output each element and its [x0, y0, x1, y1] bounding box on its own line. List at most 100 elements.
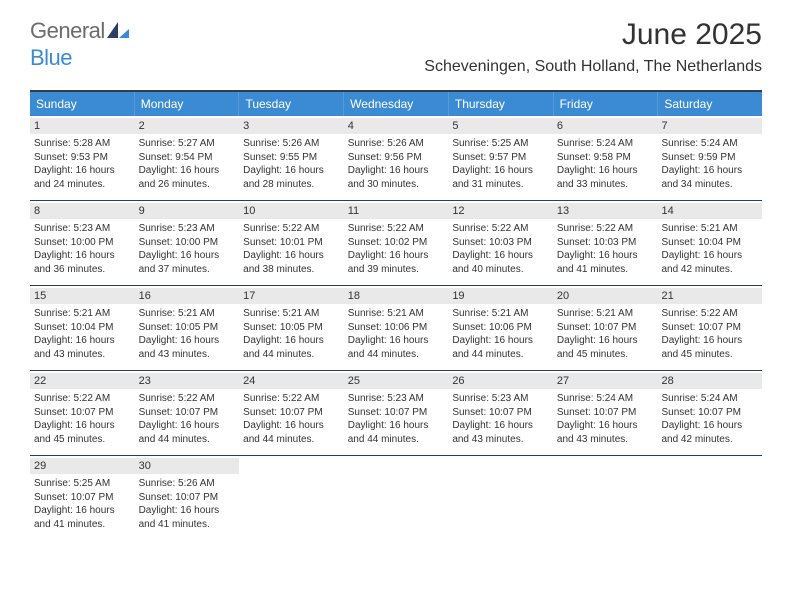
week-row: 15Sunrise: 5:21 AMSunset: 10:04 PMDaylig… [30, 285, 762, 370]
sunset-line: Sunset: 10:06 PM [348, 321, 445, 335]
daylight-line: Daylight: 16 hours and 42 minutes. [661, 419, 758, 446]
day-number: 1 [30, 118, 135, 134]
sunrise-line: Sunrise: 5:22 AM [34, 392, 131, 406]
daylight-line: Daylight: 16 hours and 28 minutes. [243, 164, 340, 191]
week-row: 22Sunrise: 5:22 AMSunset: 10:07 PMDaylig… [30, 370, 762, 455]
day-number: 9 [135, 203, 240, 219]
day-cell: 24Sunrise: 5:22 AMSunset: 10:07 PMDaylig… [239, 371, 344, 455]
day-number: 15 [30, 288, 135, 304]
sunrise-line: Sunrise: 5:21 AM [139, 307, 236, 321]
daylight-line: Daylight: 16 hours and 30 minutes. [348, 164, 445, 191]
sunset-line: Sunset: 9:57 PM [452, 151, 549, 165]
sunset-line: Sunset: 10:04 PM [34, 321, 131, 335]
daylight-line: Daylight: 16 hours and 41 minutes. [557, 249, 654, 276]
daylight-line: Daylight: 16 hours and 44 minutes. [243, 334, 340, 361]
sunset-line: Sunset: 10:07 PM [557, 321, 654, 335]
sunrise-line: Sunrise: 5:25 AM [34, 477, 131, 491]
daylight-line: Daylight: 16 hours and 43 minutes. [557, 419, 654, 446]
sunset-line: Sunset: 10:06 PM [452, 321, 549, 335]
sunrise-line: Sunrise: 5:26 AM [139, 477, 236, 491]
sunset-line: Sunset: 10:05 PM [243, 321, 340, 335]
day-number: 24 [239, 373, 344, 389]
sunrise-line: Sunrise: 5:22 AM [348, 222, 445, 236]
day-cell: 23Sunrise: 5:22 AMSunset: 10:07 PMDaylig… [135, 371, 240, 455]
daylight-line: Daylight: 16 hours and 45 minutes. [661, 334, 758, 361]
day-header: Wednesday [344, 92, 449, 116]
day-cell: 29Sunrise: 5:25 AMSunset: 10:07 PMDaylig… [30, 456, 135, 540]
day-cell-empty [657, 456, 762, 540]
sunset-line: Sunset: 9:55 PM [243, 151, 340, 165]
sunrise-line: Sunrise: 5:25 AM [452, 137, 549, 151]
sunrise-line: Sunrise: 5:22 AM [243, 222, 340, 236]
day-cell: 5Sunrise: 5:25 AMSunset: 9:57 PMDaylight… [448, 116, 553, 200]
day-header: Monday [135, 92, 240, 116]
day-number: 5 [448, 118, 553, 134]
sunrise-line: Sunrise: 5:22 AM [452, 222, 549, 236]
daylight-line: Daylight: 16 hours and 26 minutes. [139, 164, 236, 191]
sunrise-line: Sunrise: 5:24 AM [557, 392, 654, 406]
sunrise-line: Sunrise: 5:23 AM [452, 392, 549, 406]
daylight-line: Daylight: 16 hours and 33 minutes. [557, 164, 654, 191]
day-number: 18 [344, 288, 449, 304]
day-cell: 3Sunrise: 5:26 AMSunset: 9:55 PMDaylight… [239, 116, 344, 200]
day-header: Sunday [30, 92, 135, 116]
sunset-line: Sunset: 10:07 PM [139, 406, 236, 420]
week-row: 29Sunrise: 5:25 AMSunset: 10:07 PMDaylig… [30, 455, 762, 540]
calendar: SundayMondayTuesdayWednesdayThursdayFrid… [30, 90, 762, 540]
sunrise-line: Sunrise: 5:27 AM [139, 137, 236, 151]
sunrise-line: Sunrise: 5:28 AM [34, 137, 131, 151]
sunset-line: Sunset: 10:07 PM [661, 406, 758, 420]
sunset-line: Sunset: 10:07 PM [661, 321, 758, 335]
sunset-line: Sunset: 10:01 PM [243, 236, 340, 250]
day-number: 20 [553, 288, 658, 304]
day-cell: 2 Sunrise: 5:27 AMSunset: 9:54 PMDaylight… [135, 116, 240, 200]
sunset-line: Sunset: 10:07 PM [452, 406, 549, 420]
day-cell: 30Sunrise: 5:26 AMSunset: 10:07 PMDaylig… [135, 456, 240, 540]
day-cell-empty [239, 456, 344, 540]
day-number: 4 [344, 118, 449, 134]
daylight-line: Daylight: 16 hours and 44 minutes. [139, 419, 236, 446]
day-cell-empty [553, 456, 658, 540]
sunset-line: Sunset: 10:02 PM [348, 236, 445, 250]
daylight-line: Daylight: 16 hours and 45 minutes. [557, 334, 654, 361]
day-header: Thursday [449, 92, 554, 116]
day-cell: 25Sunrise: 5:23 AMSunset: 10:07 PMDaylig… [344, 371, 449, 455]
sunrise-line: Sunrise: 5:22 AM [139, 392, 236, 406]
daylight-line: Daylight: 16 hours and 44 minutes. [452, 334, 549, 361]
day-number: 13 [553, 203, 658, 219]
day-cell: 28Sunrise: 5:24 AMSunset: 10:07 PMDaylig… [657, 371, 762, 455]
day-cell: 7Sunrise: 5:24 AMSunset: 9:59 PMDaylight… [657, 116, 762, 200]
daylight-line: Daylight: 16 hours and 39 minutes. [348, 249, 445, 276]
day-number: 2 [135, 118, 240, 134]
day-cell-empty [344, 456, 449, 540]
day-cell: 20Sunrise: 5:21 AMSunset: 10:07 PMDaylig… [553, 286, 658, 370]
day-cell: 21Sunrise: 5:22 AMSunset: 10:07 PMDaylig… [657, 286, 762, 370]
day-cell: 12Sunrise: 5:22 AMSunset: 10:03 PMDaylig… [448, 201, 553, 285]
day-cell: 11Sunrise: 5:22 AMSunset: 10:02 PMDaylig… [344, 201, 449, 285]
sunrise-line: Sunrise: 5:21 AM [348, 307, 445, 321]
daylight-line: Daylight: 16 hours and 44 minutes. [348, 334, 445, 361]
sunset-line: Sunset: 10:07 PM [348, 406, 445, 420]
sunrise-line: Sunrise: 5:23 AM [34, 222, 131, 236]
title-block: June 2025 Scheveningen, South Holland, T… [424, 18, 762, 76]
day-cell: 19Sunrise: 5:21 AMSunset: 10:06 PMDaylig… [448, 286, 553, 370]
sunset-line: Sunset: 10:07 PM [34, 406, 131, 420]
day-number: 22 [30, 373, 135, 389]
logo: General Blue [30, 18, 129, 71]
sunrise-line: Sunrise: 5:24 AM [661, 137, 758, 151]
location-subtitle: Scheveningen, South Holland, The Netherl… [424, 58, 762, 76]
sunrise-line: Sunrise: 5:22 AM [243, 392, 340, 406]
sunrise-line: Sunrise: 5:21 AM [243, 307, 340, 321]
daylight-line: Daylight: 16 hours and 43 minutes. [139, 334, 236, 361]
sunset-line: Sunset: 9:58 PM [557, 151, 654, 165]
logo-word-blue: Blue [30, 45, 72, 70]
day-number: 12 [448, 203, 553, 219]
daylight-line: Daylight: 16 hours and 34 minutes. [661, 164, 758, 191]
sunset-line: Sunset: 10:07 PM [34, 491, 131, 505]
day-number: 27 [553, 373, 658, 389]
sunset-line: Sunset: 9:54 PM [139, 151, 236, 165]
day-cell: 4Sunrise: 5:26 AMSunset: 9:56 PMDaylight… [344, 116, 449, 200]
sunrise-line: Sunrise: 5:21 AM [34, 307, 131, 321]
day-number: 21 [657, 288, 762, 304]
sunset-line: Sunset: 9:59 PM [661, 151, 758, 165]
